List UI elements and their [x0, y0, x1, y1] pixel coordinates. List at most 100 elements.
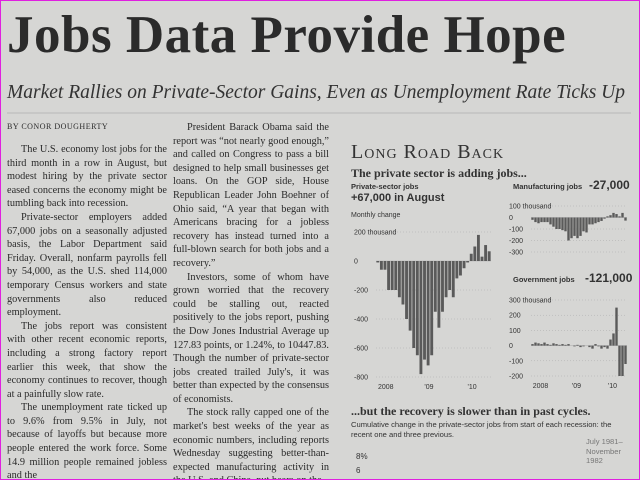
bar	[540, 217, 543, 223]
bar	[451, 261, 455, 298]
chart-annotation: -121,000	[585, 271, 633, 285]
bar	[573, 217, 576, 236]
bar	[624, 217, 627, 221]
bar	[459, 261, 462, 276]
paragraph: Investors, some of whom have grown worri…	[173, 271, 329, 405]
bar	[415, 261, 419, 356]
bar	[401, 261, 405, 305]
bar	[462, 261, 466, 269]
bar	[430, 261, 434, 356]
bar	[394, 261, 398, 290]
y-tick-label: -800	[354, 375, 368, 382]
bar	[419, 261, 423, 375]
bar	[466, 261, 470, 263]
bar	[621, 212, 624, 218]
x-tick-label: 2008	[378, 384, 394, 391]
y-tick-label: -100	[509, 358, 523, 365]
bar	[543, 342, 546, 346]
bar	[600, 345, 603, 349]
y-tick-label: -200	[509, 238, 523, 245]
chart-title: Manufacturing jobs	[513, 182, 582, 191]
bar	[564, 217, 567, 232]
bar	[433, 261, 437, 312]
article-column: The U.S. economy lost jobs for the third…	[7, 143, 167, 480]
x-tick-label: '10	[608, 383, 617, 390]
bar	[555, 344, 558, 346]
y-tick-label: -100	[509, 227, 523, 234]
bar	[405, 261, 408, 319]
period-box: July 1981–November 1982	[586, 437, 623, 465]
bar	[573, 345, 576, 347]
bar	[561, 217, 564, 231]
byline: By Conor Dougherty	[7, 122, 109, 131]
bar	[537, 217, 540, 224]
bar	[549, 217, 552, 225]
chart-title: Private-sector jobs	[351, 182, 419, 191]
paragraph: The jobs report was consistent with othe…	[7, 320, 167, 400]
bar	[609, 339, 612, 346]
bar	[618, 345, 621, 376]
bar	[567, 217, 570, 241]
bar	[564, 344, 567, 346]
bar	[606, 345, 609, 349]
chart-subtitle: Monthly change	[351, 212, 401, 219]
y-tick-label: -600	[354, 346, 368, 353]
y-tick-label: 200 thousand	[354, 230, 397, 237]
bar	[534, 217, 537, 223]
bar	[594, 217, 597, 224]
bar	[487, 251, 491, 261]
bar	[597, 345, 600, 347]
bar	[537, 343, 540, 346]
bar	[579, 217, 582, 236]
bar	[387, 261, 391, 290]
bar	[588, 345, 591, 348]
y-tick-label: 100 thousand	[509, 204, 552, 211]
bar	[444, 261, 448, 298]
lower-tick: 6	[356, 466, 361, 475]
bar	[455, 261, 459, 279]
graphic-headline: ...but the recovery is slower than in pa…	[351, 404, 591, 418]
bar	[576, 344, 579, 346]
bar	[484, 245, 488, 261]
bar	[624, 345, 627, 364]
article-column: President Barack Obama said the report w…	[173, 121, 329, 479]
y-tick-label: -200	[354, 288, 368, 295]
bar	[600, 217, 603, 221]
bar	[543, 217, 546, 223]
bar	[570, 217, 573, 239]
bar	[591, 345, 594, 349]
paragraph: Private-sector employers added 67,000 jo…	[7, 211, 167, 319]
bar	[582, 217, 585, 232]
bar	[376, 261, 380, 263]
y-tick-label: 0	[354, 259, 358, 266]
bar	[437, 261, 441, 328]
bar	[582, 345, 585, 347]
bar	[423, 261, 426, 360]
bar	[441, 261, 444, 312]
y-tick-label: 0	[509, 343, 513, 350]
graphic-kicker: Long Road Back	[351, 141, 504, 163]
headline: Jobs Data Provide Hope	[7, 6, 567, 64]
y-tick-label: 300 thousand	[509, 298, 552, 305]
bar	[476, 234, 480, 261]
bar	[397, 261, 401, 298]
bar	[615, 307, 618, 346]
chart-annotation: +67,000 in August	[351, 192, 445, 204]
bar	[606, 216, 609, 218]
y-tick-label: -200	[509, 374, 523, 381]
bar	[383, 261, 387, 270]
x-tick-label: '09	[572, 383, 581, 390]
bar	[558, 217, 561, 229]
bar	[534, 342, 537, 346]
bar	[612, 212, 615, 218]
bar	[579, 345, 582, 348]
graphic-note: Cumulative change in the private-sector …	[351, 420, 612, 439]
bar	[473, 246, 477, 261]
bar	[558, 344, 561, 346]
paragraph: The unemployment rate ticked up to 9.6% …	[7, 402, 167, 480]
graphic-note-box: Cumulative change in the private-sector …	[351, 420, 612, 439]
bar	[555, 217, 558, 229]
y-tick-label: 0	[509, 215, 513, 222]
y-tick-label: -400	[354, 317, 368, 324]
